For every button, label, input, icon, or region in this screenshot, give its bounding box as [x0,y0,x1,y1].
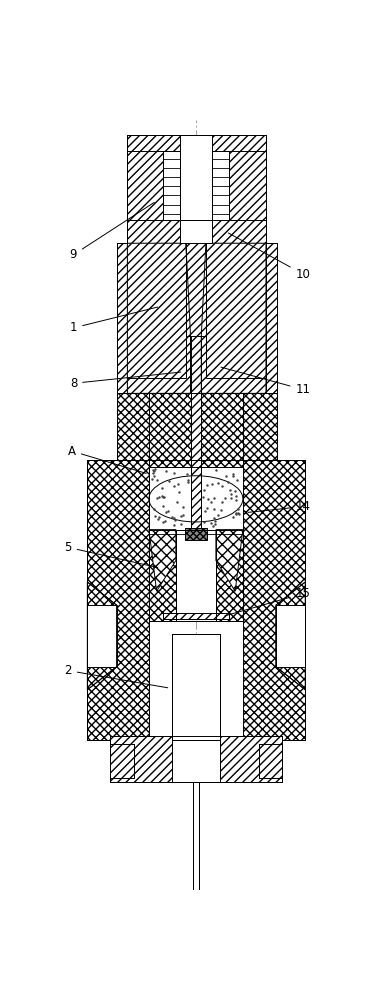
Text: A: A [68,445,146,473]
Bar [110,736,282,782]
Bar [180,220,212,243]
Bar [110,744,134,778]
Bar [190,393,201,528]
Bar [186,243,206,336]
Bar [212,151,229,220]
Text: 15: 15 [225,587,310,616]
Polygon shape [201,243,266,393]
Polygon shape [149,530,176,591]
Text: 1: 1 [70,307,158,334]
Bar [212,220,266,243]
Text: 14: 14 [248,500,311,513]
Bar [128,220,180,243]
Bar [149,530,243,620]
Polygon shape [87,582,116,690]
Bar [193,782,199,890]
Polygon shape [87,460,149,740]
Bar [176,530,216,620]
Polygon shape [116,243,128,393]
Polygon shape [216,530,243,591]
Text: 11: 11 [221,367,311,396]
Bar [201,466,243,530]
Bar [163,613,229,619]
Polygon shape [276,582,305,690]
Bar [180,135,212,220]
Polygon shape [243,393,277,460]
Polygon shape [243,460,305,740]
Bar [87,605,116,667]
Polygon shape [266,243,277,393]
Text: 5: 5 [64,541,158,568]
Bar [172,736,220,782]
Polygon shape [116,393,149,460]
Bar [128,151,163,220]
Bar [190,336,201,393]
Bar [163,151,180,220]
Text: 10: 10 [228,233,310,280]
Bar [276,605,305,667]
Text: 8: 8 [70,372,181,390]
Text: 2: 2 [64,664,168,688]
Polygon shape [149,393,243,466]
Polygon shape [128,243,190,393]
Bar [128,135,266,220]
Bar [229,151,266,220]
Bar [185,528,207,540]
Bar [149,466,190,530]
Bar [259,744,282,778]
Bar [172,634,220,740]
Text: 9: 9 [70,202,154,261]
